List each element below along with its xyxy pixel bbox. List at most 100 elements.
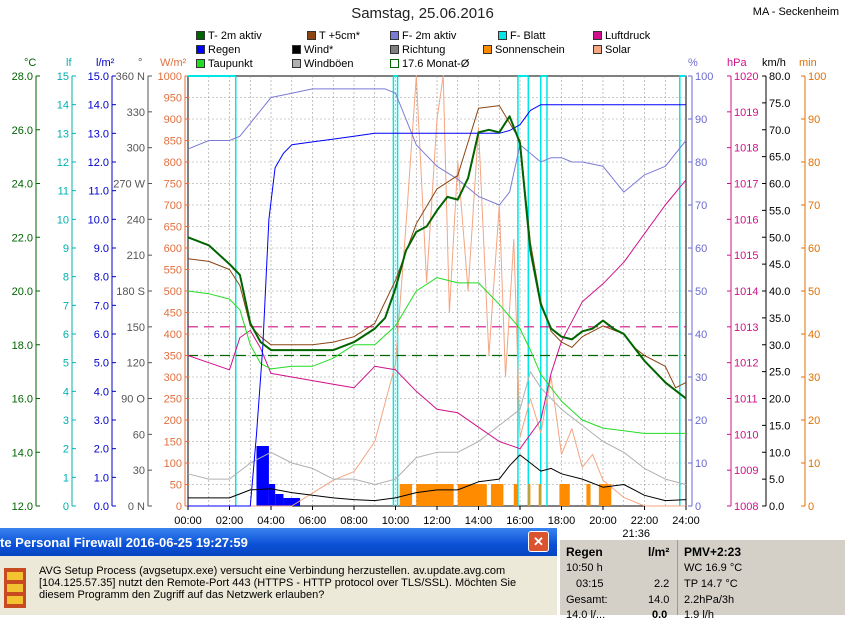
axis-tick-label-temperature: 12.0 [12,501,33,513]
axis-tick-label-humidity: 40 [695,329,707,341]
axis-tick-label-direction: 120 [127,358,145,370]
series-line-taupunkt [187,277,686,434]
legend-swatch [390,45,399,54]
panel-divider [677,540,678,615]
axis-tick-label-temperature: 14.0 [12,447,33,459]
axis-tick-label-leaf: 13 [57,128,69,140]
axis-tick-label-pressure: 1017 [734,179,758,191]
axis-tick-label-temperature: 24.0 [12,179,33,191]
axis-tick-label-wind: 5.0 [769,474,784,486]
legend-item: Windböen [292,58,354,70]
axis-unit-humidity: % [688,57,698,69]
legend-swatch [593,31,602,40]
axis-unit-solar: W/m² [160,57,187,69]
x-tick-label: 14:00 [465,515,493,527]
sunshine-bar [538,484,541,506]
legend-item: Taupunkt [196,58,253,70]
axis-tick-label-solar: 200 [164,415,182,427]
axis-tick-label-wind: 75.0 [769,98,790,110]
legend-item: Wind* [292,44,333,56]
legend-label: 17.6 Monat-Ø [402,58,470,70]
axis-tick-label-rain: 6.0 [94,329,109,341]
legend-item: F- Blatt [498,30,545,42]
axis-tick-label-direction: 360 N [116,71,145,83]
legend-item: Solar [593,44,631,56]
legend-swatch [196,31,205,40]
row-right: WC 16.9 °C [684,562,743,574]
axis-tick-label-direction: 180 S [116,286,145,298]
axis-tick-label-temperature: 20.0 [12,286,33,298]
axis-tick-label-minutes: 70 [808,200,820,212]
legend-label: Solar [605,44,631,56]
close-button[interactable]: ✕ [528,531,549,552]
axis-tick-label-leaf: 7 [63,300,69,312]
axis-tick-label-leaf: 0 [63,501,69,513]
row-right: TP 14.7 °C [684,578,738,590]
axis-tick-label-pressure: 1013 [734,322,758,334]
axis-tick-label-solar: 450 [164,308,182,320]
row-right: 2.2hPa/3h [684,594,735,606]
legend-label: T- 2m aktiv [208,30,262,42]
axis-tick-label-leaf: 9 [63,243,69,255]
axis-tick-label-humidity: 0 [695,501,701,513]
axis-tick-label-leaf: 15 [57,71,69,83]
legend-label: Taupunkt [208,58,253,70]
sunshine-bar [528,484,531,506]
legend-swatch [483,45,492,54]
row-time: 10:50 h [566,562,603,574]
cursor-time-label: 21:36 [622,528,650,540]
legend-swatch [390,31,399,40]
firewall-dialog: te Personal Firewall 2016-06-25 19:27:59… [0,528,557,615]
series-line-t-2m-aktiv [187,115,687,400]
axis-tick-label-solar: 350 [164,351,182,363]
axis-tick-label-leaf: 1 [63,472,69,484]
axis-tick-label-wind: 0.0 [769,501,784,513]
axis-tick-label-humidity: 60 [695,243,707,255]
axis-tick-label-pressure: 1018 [734,143,758,155]
axis-tick-label-solar: 100 [164,458,182,470]
station-name: MA - Seckenheim [752,6,839,18]
axis-tick-label-solar: 0 [176,501,182,513]
x-tick-label: 06:00 [299,515,327,527]
series-line-luftdruck [187,179,687,450]
legend-swatch [292,45,301,54]
axis-unit-temperature: °C [24,57,36,69]
x-tick-label: 18:00 [548,515,576,527]
axis-tick-label-leaf: 14 [57,100,69,112]
series-line-wind- [188,454,687,502]
axis-tick-label-rain: 3.0 [94,415,109,427]
axis-tick-label-wind: 55.0 [769,205,790,217]
axis-tick-label-solar: 650 [164,222,182,234]
axis-tick-label-wind: 70.0 [769,125,790,137]
legend-label: F- Blatt [510,30,546,42]
axis-tick-label-leaf: 11 [58,186,69,198]
axis-tick-label-pressure: 1008 [734,501,758,513]
axis-tick-label-rain: 0.0 [94,501,109,513]
axis-tick-label-leaf: 4 [63,386,69,398]
axis-tick-label-minutes: 80 [808,157,820,169]
row-value: 14.0 [648,594,670,606]
dialog-titlebar: te Personal Firewall 2016-06-25 19:27:59… [0,528,557,556]
axis-tick-label-solar: 750 [164,179,182,191]
series-line-windb-en [187,371,687,485]
axis-tick-label-leaf: 5 [63,358,69,370]
legend-item: Regen [196,44,240,56]
axis-tick-label-wind: 10.0 [769,447,790,459]
axis-tick-label-solar: 850 [164,136,182,148]
axis-tick-label-temperature: 22.0 [12,232,33,244]
sunshine-bar [457,484,487,506]
axis-tick-label-rain: 1.0 [94,472,109,484]
legend-item: Richtung [390,44,445,56]
axis-tick-label-pressure: 1019 [734,107,758,119]
axis-tick-label-solar: 250 [164,394,182,406]
x-tick-label: 02:00 [216,515,244,527]
x-tick-label: 04:00 [257,515,285,527]
x-tick-label: 10:00 [382,515,410,527]
legend-item: T- 2m aktiv [196,30,262,42]
axis-tick-label-rain: 9.0 [94,243,109,255]
legend-label: T +5cm* [319,30,361,42]
legend-swatch [390,59,399,68]
legend-label: Windböen [304,58,354,70]
axis-tick-label-wind: 35.0 [769,313,790,325]
axis-tick-label-pressure: 1014 [734,286,758,298]
